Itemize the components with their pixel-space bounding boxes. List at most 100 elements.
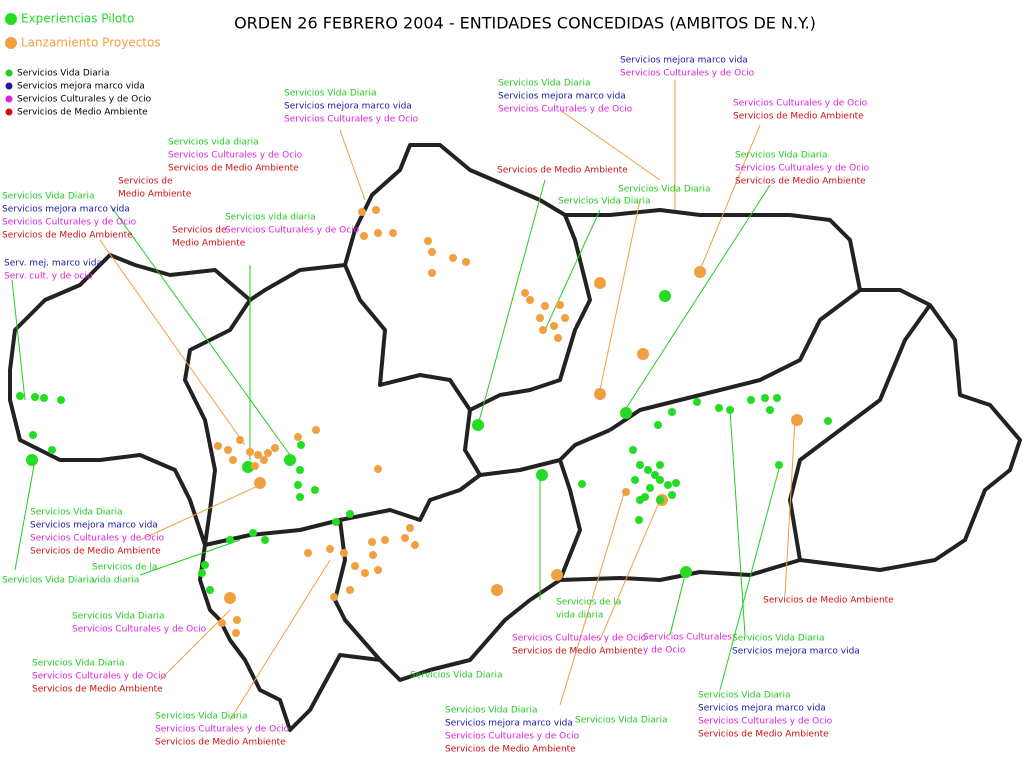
annotation-text: Servicios Culturales y de Ocio: [32, 672, 167, 682]
dot: [472, 419, 484, 431]
dot: [554, 334, 562, 342]
annotation-text: Servicios mejora marco vida: [30, 521, 158, 531]
legend-dot: [5, 82, 13, 90]
dot: [198, 569, 206, 577]
leader-line: [14, 459, 36, 571]
dot: [635, 516, 643, 524]
dot: [824, 417, 832, 425]
annotation-text: Servicios Vida Diaria: [410, 671, 503, 681]
leader-line: [477, 179, 546, 426]
dot: [233, 616, 241, 624]
dot: [536, 314, 544, 322]
dot: [31, 393, 39, 401]
dot: [232, 629, 240, 637]
dot: [561, 314, 569, 322]
dot: [224, 592, 236, 604]
dot: [374, 566, 382, 574]
map-title: ORDEN 26 FEBRERO 2004 - ENTIDADES CONCED…: [234, 14, 816, 33]
dot: [556, 301, 564, 309]
annotation-text: Servicios Vida Diaria: [155, 712, 248, 722]
leader-line: [559, 489, 626, 706]
annotation-text: Servicios Culturales y de Ocio: [498, 105, 633, 115]
dot: [249, 529, 257, 537]
leader-line: [139, 539, 241, 576]
dot: [312, 426, 320, 434]
annotation-text: Servicios vida diaria: [225, 213, 316, 223]
leader-line: [139, 484, 261, 541]
dot: [693, 398, 701, 406]
dot: [29, 431, 37, 439]
province-border: [558, 459, 582, 581]
dot: [261, 536, 269, 544]
dot: [659, 290, 671, 302]
dots: [16, 206, 832, 637]
leader-line: [624, 184, 771, 411]
dot: [766, 406, 774, 414]
annotation-text: vida diaria: [556, 611, 603, 621]
annotation-text: Servicios Culturales y de Ocio: [168, 151, 303, 161]
dot: [747, 396, 755, 404]
dot: [664, 481, 672, 489]
legend-dot: [5, 13, 17, 25]
annotation-text: Servicios Vida Diaria: [575, 716, 668, 726]
dot: [428, 269, 436, 277]
annotation-text: Serv. cult. y de ocio: [4, 272, 93, 282]
region-border: [8, 143, 1022, 732]
legend-dot: [5, 69, 13, 77]
dot: [294, 481, 302, 489]
leader-line: [559, 109, 661, 181]
annotation-text: Servicios mejora marco vida: [732, 647, 860, 657]
legend-label: Servicios Vida Diaria: [17, 69, 110, 79]
dot: [351, 562, 359, 570]
dot: [578, 480, 586, 488]
dot: [361, 569, 369, 577]
leader-line: [229, 559, 331, 721]
dot: [462, 258, 470, 266]
dot: [381, 536, 389, 544]
annotation-text: Servicios de Medio Ambiente: [155, 738, 286, 748]
dot: [761, 394, 769, 402]
annotations: Servicios Vida Diaria Servicios mejora ma…: [2, 56, 894, 755]
legend-label: Servicios mejora marco vida: [17, 82, 145, 92]
legend-dot: [5, 108, 13, 116]
annotation-text: Servicios Culturales y de Ocio: [620, 69, 755, 79]
annotation-text: Servicios mejora marco vida: [698, 704, 826, 714]
legend-label: Servicios de Medio Ambiente: [17, 108, 148, 118]
annotation-text: Servicios de Medio Ambiente: [445, 745, 576, 755]
dot: [411, 541, 419, 549]
leader-line: [699, 124, 761, 271]
legend: Experiencias Piloto Lanzamiento Proyectos…: [5, 12, 161, 118]
dot: [214, 442, 222, 450]
annotation-text: Servicios mejora marco vida: [2, 205, 130, 215]
dot: [340, 549, 348, 557]
dot: [651, 471, 659, 479]
dot: [236, 436, 244, 444]
dot: [16, 392, 24, 400]
legend-label: Experiencias Piloto: [21, 12, 134, 26]
province-border: [204, 473, 482, 547]
dot: [636, 496, 644, 504]
annotation-text: Servicios Culturales y de Ocio: [735, 164, 870, 174]
annotation-text: Servicios Vida Diaria: [2, 192, 95, 202]
leader-line: [11, 279, 26, 401]
dot: [521, 289, 529, 297]
dot: [636, 461, 644, 469]
dot: [218, 619, 226, 627]
dot: [304, 549, 312, 557]
annotation-text: Servicios Culturales y de Ocio: [225, 226, 360, 236]
dot: [254, 451, 262, 459]
dot: [372, 206, 380, 214]
annotation-text: Servicios vida diaria: [168, 138, 259, 148]
dot: [629, 446, 637, 454]
dot: [226, 536, 234, 544]
dot: [40, 394, 48, 402]
dot: [326, 545, 334, 553]
annotation-text: Servicios Culturales y de Ocio: [2, 218, 137, 228]
dot: [224, 446, 232, 454]
annotation-text: Servicios Culturales y de Ocio: [72, 625, 207, 635]
dot: [242, 461, 254, 473]
annotation-text: Servicios Culturales y de Ocio: [733, 99, 868, 109]
legend-label: Lanzamiento Proyectos: [21, 36, 161, 50]
dot: [541, 302, 549, 310]
